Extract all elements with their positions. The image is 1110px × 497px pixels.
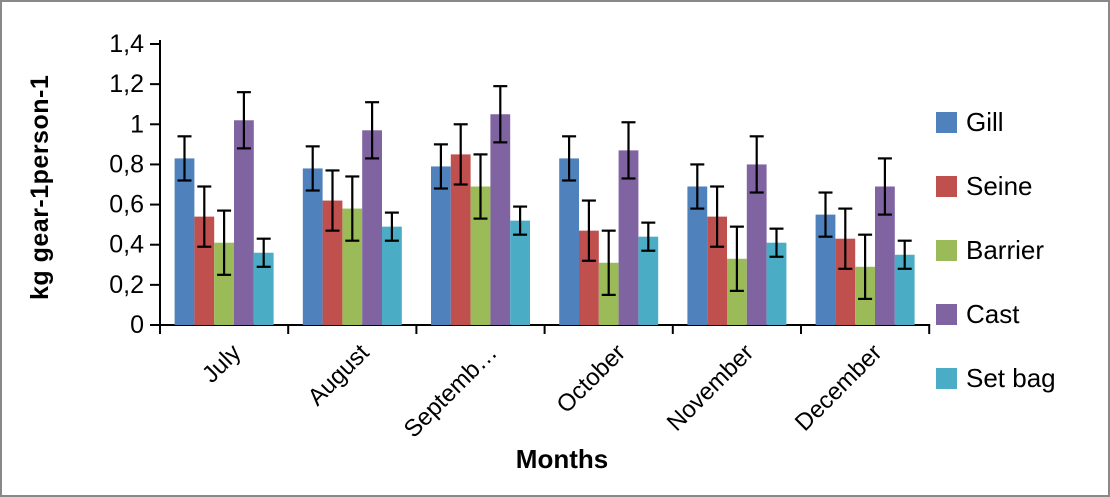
y-tick-label: 1 [130, 110, 144, 138]
bar-seine-septemb [450, 154, 471, 325]
bar-gill-december [815, 214, 836, 325]
bar-gill-november [687, 186, 708, 325]
bar-gill-july [174, 158, 195, 325]
bar-set-bag-septemb [510, 220, 530, 325]
x-category-label-july: July [197, 339, 246, 388]
legend-swatch-icon [936, 239, 957, 261]
legend-swatch-icon [936, 175, 957, 197]
x-axis-title: Months [515, 444, 609, 474]
x-category-label-november: November [662, 339, 759, 436]
legend-label: Gill [966, 106, 1004, 137]
legend-item-cast: Cast [936, 294, 1056, 334]
legend-item-gill: Gill [936, 102, 1056, 142]
bar-cast-septemb [490, 114, 511, 325]
bar-set-bag-october [638, 236, 659, 325]
bar-set-bag-november [766, 242, 787, 325]
legend-swatch-icon [936, 367, 957, 389]
legend-item-set-bag: Set bag [936, 358, 1056, 398]
y-tick-label: 1,2 [109, 70, 144, 98]
bar-gill-october [559, 158, 579, 325]
bar-cast-december [875, 186, 895, 325]
bar-gill-august [302, 168, 323, 325]
bar-set-bag-december [894, 254, 915, 325]
bar-set-bag-august [382, 226, 402, 325]
y-tick-label: 0 [130, 311, 144, 339]
x-category-label-december: December [790, 339, 887, 436]
bar-seine-october [579, 230, 599, 325]
bar-barrier-septemb [470, 186, 491, 325]
bar-cast-october [618, 150, 639, 325]
bar-cast-july [234, 120, 254, 326]
y-axis-title: kg gear-1person-1 [26, 74, 54, 300]
chart-legend: Gill Seine Barrier Cast Set bag [936, 102, 1056, 422]
y-tick-label: 0,8 [109, 150, 144, 178]
bar-set-bag-july [253, 252, 274, 325]
bar-seine-november [707, 216, 727, 325]
legend-label: Set bag [966, 362, 1056, 393]
bar-cast-november [746, 164, 767, 325]
legend-swatch-icon [936, 111, 957, 133]
x-category-label-august: August [303, 339, 375, 411]
legend-label: Seine [966, 170, 1033, 201]
x-category-label-october: October [551, 339, 630, 418]
bar-gill-septemb [431, 166, 451, 325]
y-tick-label: 0,2 [109, 271, 144, 299]
legend-swatch-icon [936, 303, 957, 325]
bar-seine-july [194, 216, 215, 325]
bar-barrier-july [214, 242, 234, 325]
y-tick-label: 0,6 [109, 191, 144, 219]
legend-label: Barrier [966, 234, 1045, 265]
legend-item-seine: Seine [936, 166, 1056, 206]
legend-item-barrier: Barrier [936, 230, 1056, 270]
bar-seine-december [835, 238, 856, 325]
legend-label: Cast [966, 298, 1020, 329]
y-tick-label: 0,4 [109, 231, 144, 259]
x-category-label-septemb: Septemb… [399, 339, 503, 443]
bar-barrier-august [342, 208, 363, 325]
bar-cast-august [362, 130, 382, 325]
y-tick-label: 1,4 [109, 30, 144, 58]
